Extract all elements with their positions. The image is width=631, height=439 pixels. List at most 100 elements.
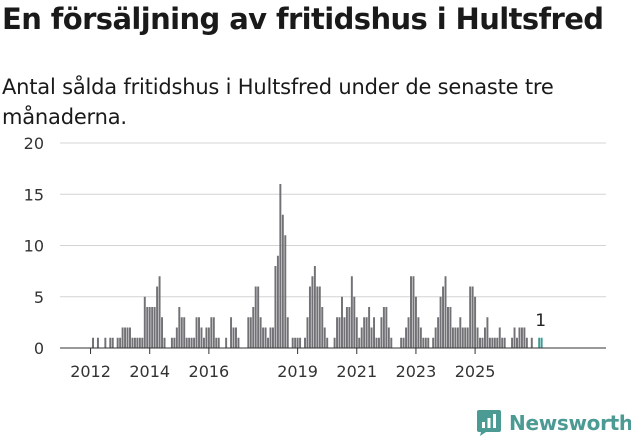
bar [412,276,415,348]
bar [299,337,302,348]
bar [368,307,371,348]
bar [313,266,316,348]
bar [341,296,343,348]
bar [520,327,523,348]
bar [355,317,358,348]
bar [119,337,122,348]
bar [365,317,368,348]
bar [215,337,218,348]
bar [207,327,210,348]
annotations: 1 [535,311,546,331]
bar [511,337,514,348]
bar [304,337,306,348]
bar [471,286,474,348]
bar [180,317,183,348]
bar [377,337,380,348]
bar [422,337,425,348]
bar [291,337,294,348]
bar [190,337,193,348]
highlight-value-label: 1 [535,311,546,331]
bar [109,337,112,348]
bar [461,327,464,348]
gridlines [60,142,606,298]
x-tick-label: 2014 [129,362,170,381]
bar [432,337,435,348]
bar [153,307,156,348]
bar [345,307,348,348]
bar [493,337,496,348]
bar [133,337,136,348]
bar [126,327,129,348]
bar [276,255,279,348]
bar [439,296,442,348]
bar [476,327,479,348]
x-tick-label: 2023 [396,362,437,381]
bar [474,296,477,348]
bar [382,307,385,348]
bar [491,337,494,348]
bar [262,327,265,348]
bar [254,286,257,348]
bar [116,337,119,348]
bar [444,276,447,348]
bar [138,337,141,348]
bar [400,337,403,348]
bar [271,327,274,348]
bar [449,307,452,348]
bar [486,317,489,348]
bar [456,327,459,348]
bar [308,286,311,348]
bar [131,337,134,348]
bar [264,327,267,348]
bar [188,337,191,348]
bar [193,337,196,348]
bar [296,337,299,348]
bar [498,327,501,348]
bar [200,327,203,348]
bar [387,327,390,348]
bar [538,337,541,348]
bar [210,317,213,348]
bars [92,184,543,348]
bar [232,327,235,348]
bar [217,337,220,348]
bar [437,317,440,348]
bar [503,337,506,348]
bar [183,317,186,348]
brand-name: Newsworthy [509,411,631,435]
bar [252,307,255,348]
bar [353,296,356,348]
bar [523,327,526,348]
x-tick-label: 2012 [70,362,111,381]
bar [124,327,127,348]
bar [111,337,114,348]
bar [427,337,430,348]
bar [373,317,376,348]
bar [202,337,205,348]
bar [464,327,467,348]
bar [158,276,161,348]
bar [407,317,410,348]
bar [274,266,277,348]
bar [530,337,533,348]
bar [198,317,200,348]
bar [96,337,99,348]
bar [326,337,329,348]
bar [405,327,408,348]
bar [294,337,297,348]
bar [321,307,324,348]
bar [525,337,528,348]
bar [375,337,378,348]
bar [336,317,339,348]
bar [170,337,173,348]
bar [311,276,314,348]
bar [518,327,521,348]
bar [316,286,319,348]
bar [267,337,270,348]
y-tick-label: 5 [34,288,44,307]
bar [496,337,499,348]
bar [235,327,237,348]
bar [358,337,361,348]
bar [390,337,393,348]
bar [247,317,250,348]
